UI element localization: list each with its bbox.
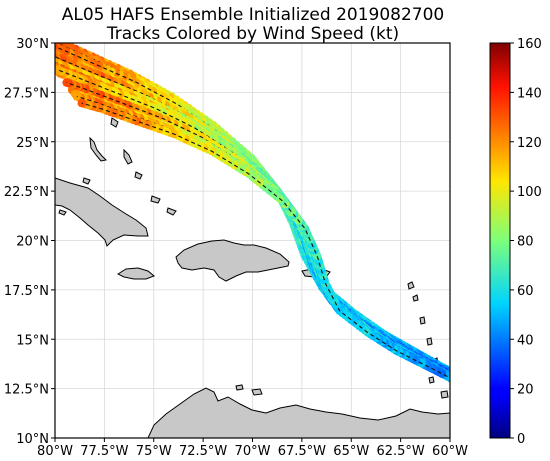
figure-title-line-1: AL05 HAFS Ensemble Initialized 201908270… [62,5,445,25]
track-point [55,59,56,64]
lesser-antilles-island [440,390,449,399]
track-point [55,65,62,74]
bahamas-island [150,195,161,204]
track-point [25,25,33,33]
colorbar-tick-label: 160 [517,37,542,52]
colorbar-tick-label: 140 [517,86,542,101]
x-tick-label: 70°W [235,444,271,459]
colorbar-ticks: 0 20 40 60 80 100 120 140 160 [510,37,542,447]
x-tick-label: 75°W [136,444,172,459]
lesser-antilles-island [419,316,426,325]
track-point [449,377,450,382]
track-point [55,43,58,50]
track-point [29,25,37,33]
colorbar-tick-label: 20 [517,383,534,398]
x-tick-label: 77.5°W [80,444,128,459]
colorbar-tick-label: 120 [517,136,542,151]
x-tick-label: 67.5°W [278,444,326,459]
x-axis-ticks: 80°W 77.5°W 75°W 72.5°W 70°W 67.5°W 65°W 62.5°W… [37,438,468,459]
y-tick-label: 30°N [16,37,49,52]
south-america-land [147,387,450,438]
colorbar-tick-label: 0 [517,432,525,447]
x-tick-label: 65°W [333,444,369,459]
colorbar-tick-label: 60 [517,284,534,299]
cuba-land [55,177,149,247]
ensemble-tracks [20,20,450,383]
track-point [29,28,37,36]
y-tick-label: 10°N [16,432,49,447]
y-tick-label: 22.5°N [4,185,49,200]
y-tick-label: 12.5°N [4,383,49,398]
track-line [81,102,450,379]
bahamas-island [123,148,133,165]
track-point [46,52,54,60]
bahamas-island [89,136,108,162]
colorbar-tick-label: 80 [517,235,534,250]
y-tick-label: 20°N [16,235,49,250]
colorbar: 0 20 40 60 80 100 120 140 160 [489,37,542,447]
track-point [24,22,32,30]
colorbar-gradient [489,42,511,439]
figure-title-line-2: Tracks Colored by Wind Speed (kt) [106,24,399,44]
track-point [43,52,51,60]
y-tick-label: 25°N [16,136,49,151]
track-point [31,26,39,34]
x-tick-label: 72.5°W [179,444,227,459]
aruba-curacao-island [235,384,244,391]
lesser-antilles-island [426,337,433,346]
track-point [32,29,40,37]
track-point [44,51,52,59]
jamaica-land [116,267,155,280]
colorbar-tick-label: 100 [517,185,542,200]
y-tick-label: 17.5°N [4,284,49,299]
track-point [46,56,54,64]
bahamas-island [82,177,91,185]
bahamas-island [166,207,177,216]
map-panel [20,20,451,439]
x-tick-label: 62.5°W [376,444,424,459]
track-point [45,53,53,61]
hispaniola-land [175,239,290,282]
track-point [26,24,34,32]
lesser-antilles-island [412,294,419,302]
gridlines [55,43,450,438]
lesser-antilles-island [407,281,415,290]
y-tick-label: 15°N [16,333,49,348]
bahamas-island [58,209,67,216]
x-tick-label: 80°W [37,444,73,459]
track-point [27,27,35,35]
y-axis-ticks: 10°N 12.5°N 15°N 17.5°N 20°N 22.5°N 25°N 27.5°N… [4,37,55,447]
colorbar-tick-label: 40 [517,333,534,348]
track-point [35,28,43,36]
y-tick-label: 27.5°N [4,86,49,101]
track-point [23,24,31,32]
track-point [55,43,57,44]
track-point [22,21,30,29]
x-tick-label: 60°W [432,444,468,459]
track-point [55,55,56,60]
bahamas-island [110,117,119,128]
track-point [20,20,28,28]
track-point [33,27,41,35]
lesser-antilles-island [428,376,435,384]
bahamas-island [134,171,143,180]
aruba-curacao-island [251,388,263,396]
